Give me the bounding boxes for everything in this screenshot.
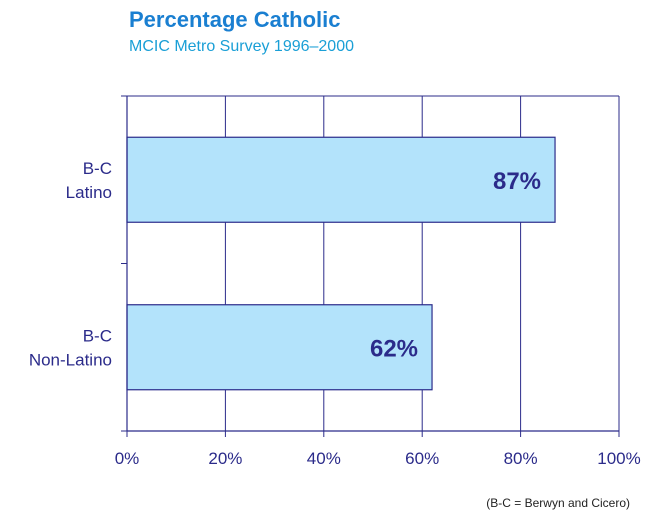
x-tick-label-1: 20% bbox=[208, 449, 242, 468]
x-tick-label-4: 80% bbox=[504, 449, 538, 468]
bar-1 bbox=[126, 304, 433, 391]
x-tick-label-2: 40% bbox=[307, 449, 341, 468]
labels: 87% B-C Latino 62% B-C Non-Latino 0% 20% 40% 60% 8… bbox=[29, 159, 641, 468]
chart-title: Percentage Catholic bbox=[129, 7, 341, 32]
category-label-1-line-0: B-C bbox=[83, 326, 112, 345]
bar-value-label-1: 62% bbox=[370, 335, 418, 362]
bar-0 bbox=[126, 136, 556, 223]
axes bbox=[121, 95, 620, 437]
x-tick-label-0: 0% bbox=[115, 449, 140, 468]
x-tick-label-5: 100% bbox=[597, 449, 640, 468]
footnote: (B-C = Berwyn and Cicero) bbox=[486, 496, 630, 510]
category-label-0-line-0: B-C bbox=[83, 159, 112, 178]
bars bbox=[126, 136, 556, 391]
category-label-0-line-1: Latino bbox=[66, 183, 112, 202]
category-label-1-line-1: Non-Latino bbox=[29, 350, 112, 369]
chart-subtitle: MCIC Metro Survey 1996–2000 bbox=[129, 38, 354, 55]
x-tick-label-3: 60% bbox=[405, 449, 439, 468]
bar-value-label-0: 87% bbox=[493, 168, 541, 195]
